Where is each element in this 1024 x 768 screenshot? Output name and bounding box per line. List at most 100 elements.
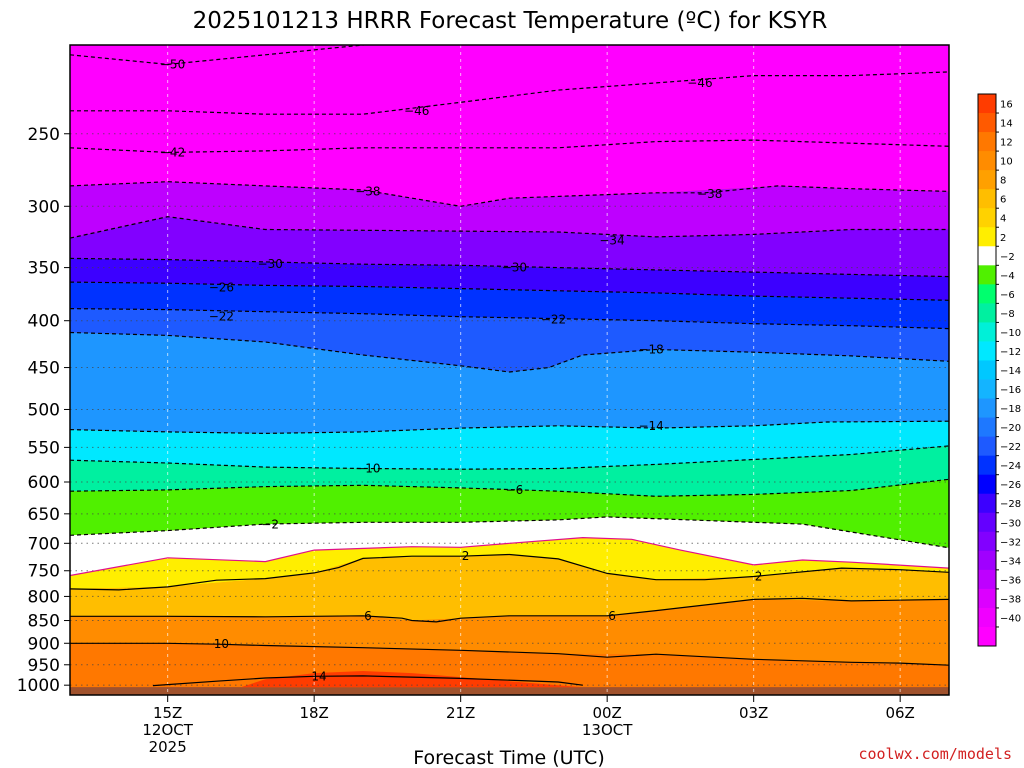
contour-label--30-0: −30 xyxy=(258,257,283,271)
y-tick-label-950: 950 xyxy=(28,656,60,676)
fill-band-4 xyxy=(70,554,949,621)
y-tick-label-250: 250 xyxy=(28,125,60,145)
contour-label--34-0: −34 xyxy=(599,234,624,248)
contour-label-10-0: 10 xyxy=(214,637,229,651)
contour-layer: −50−50−46−46−42−38 −38−34−30 −30−26−22 −22−… xyxy=(70,45,949,687)
fill-band-3 xyxy=(70,599,949,666)
colorbar-label--22: −22 xyxy=(1000,442,1021,453)
y-tick-label-400: 400 xyxy=(28,312,60,332)
contour--50 xyxy=(70,45,371,66)
colorbar-label--16: −16 xyxy=(1000,385,1021,396)
plot-frame xyxy=(69,44,950,696)
contour-label-2-0: 2 xyxy=(462,549,470,563)
colorbar-label--2: −2 xyxy=(1000,252,1015,263)
colorbar: 16 14 12 10 8 6 4 2 −2 −4 −6 −8 −10 −12 −14 −16 −18 −20 −2… xyxy=(977,93,1021,647)
colorbar-cell-17 xyxy=(978,417,996,438)
fill-band-10 xyxy=(70,332,949,434)
fill-band-11 xyxy=(70,308,949,372)
colorbar-frame xyxy=(977,93,997,647)
colorbar-label--4: −4 xyxy=(1000,271,1015,282)
colorbar-label--36: −36 xyxy=(1000,575,1021,586)
colorbar-cell-13 xyxy=(978,341,996,361)
fill-band-16 xyxy=(70,45,949,207)
temperature-fill-layer xyxy=(70,45,949,695)
grid-layer xyxy=(70,45,949,695)
colorbar-cell-6 xyxy=(978,208,996,228)
contour--34 xyxy=(70,216,949,239)
fill-band-7 xyxy=(70,479,949,548)
y-tick-label-500: 500 xyxy=(28,400,60,420)
y-tick-label-1000: 1000 xyxy=(17,676,60,696)
fill-band-5 xyxy=(70,537,949,589)
fill-band-13 xyxy=(70,258,949,301)
y-tick-label-350: 350 xyxy=(28,259,60,279)
x-tick-label-24-0: 00Z xyxy=(592,704,621,722)
y-tick-label-450: 450 xyxy=(28,359,60,379)
colorbar-cell-10 xyxy=(978,284,996,304)
colorbar-cell-12 xyxy=(978,322,996,342)
colorbar-label--10: −10 xyxy=(1000,328,1021,339)
fill-band-12 xyxy=(70,282,949,329)
colorbar-cell-23 xyxy=(978,531,996,552)
contour-label--50-0: −50 xyxy=(160,57,185,71)
contour-label--22-0: −22 xyxy=(209,310,234,324)
colorbar-cell-5 xyxy=(978,189,996,209)
colorbar-label--34: −34 xyxy=(1000,556,1021,567)
colorbar-label--8: −8 xyxy=(1000,309,1015,320)
contour-label-14-0: 14 xyxy=(311,669,326,683)
x-tick-label-15-0: 15Z xyxy=(153,704,182,722)
colorbar-cell-28 xyxy=(978,626,996,647)
colorbar-cell-14 xyxy=(978,360,996,381)
colorbar-label-10: 10 xyxy=(1000,157,1013,168)
chart-title: 2025101213 HRRR Forecast Temperature (ºC… xyxy=(193,8,828,34)
colorbar-label-6: 6 xyxy=(1000,195,1006,206)
colorbar-cell-20 xyxy=(978,474,996,495)
contour-10 xyxy=(70,642,949,666)
y-tick-label-900: 900 xyxy=(28,634,60,654)
x-tick-label-27-0: 03Z xyxy=(739,704,768,722)
contour-label--46-0: −46 xyxy=(404,104,429,118)
colorbar-cell-15 xyxy=(978,379,996,400)
y-tick-label-600: 600 xyxy=(28,473,60,493)
contour-2 xyxy=(70,553,949,591)
colorbar-cell-7 xyxy=(978,227,996,247)
fill-band-14 xyxy=(70,216,949,277)
contour-label-6-1: 6 xyxy=(608,609,616,623)
colorbar-label--18: −18 xyxy=(1000,404,1021,415)
colorbar-label-12: 12 xyxy=(1000,138,1013,149)
colorbar-cell-2 xyxy=(978,132,996,152)
colorbar-cell-18 xyxy=(978,436,996,457)
colorbar-cell-19 xyxy=(978,455,996,476)
colorbar-cell-27 xyxy=(978,607,996,628)
x-tick-label-21-0: 21Z xyxy=(446,704,475,722)
colorbar-cell-11 xyxy=(978,303,996,323)
y-tick-label-800: 800 xyxy=(28,587,60,607)
y-tick-label-750: 750 xyxy=(28,562,60,582)
colorbar-label--38: −38 xyxy=(1000,594,1021,605)
credit-text: coolwx.com/models xyxy=(858,745,1012,763)
fill-band-0 xyxy=(70,687,949,695)
colorbar-label--20: −20 xyxy=(1000,423,1021,434)
contour-label--18-0: −18 xyxy=(638,342,663,356)
fill-band-15 xyxy=(70,181,949,239)
fill-band-1 xyxy=(240,671,583,688)
colorbar-label--12: −12 xyxy=(1000,347,1021,358)
colorbar-label--6: −6 xyxy=(1000,290,1015,301)
x-tick-label-24-1: 13OCT xyxy=(582,721,633,739)
colorbar-label--28: −28 xyxy=(1000,499,1021,510)
contour-label--38-1: −38 xyxy=(697,187,722,201)
colorbar-cell-9 xyxy=(978,265,996,285)
x-tick-label-18-0: 18Z xyxy=(299,704,328,722)
colorbar-cell-16 xyxy=(978,398,996,419)
colorbar-label-8: 8 xyxy=(1000,176,1006,187)
x-axis-label: Forecast Time (UTC) xyxy=(413,747,604,768)
fill-band-8 xyxy=(70,445,949,497)
contour-label--10-0: −10 xyxy=(355,462,380,476)
contour-label--6-0: −6 xyxy=(506,483,524,497)
y-tick-label-550: 550 xyxy=(28,438,60,458)
colorbar-cell-22 xyxy=(978,512,996,533)
colorbar-cell-0 xyxy=(978,94,996,114)
colorbar-cell-8 xyxy=(978,246,996,266)
